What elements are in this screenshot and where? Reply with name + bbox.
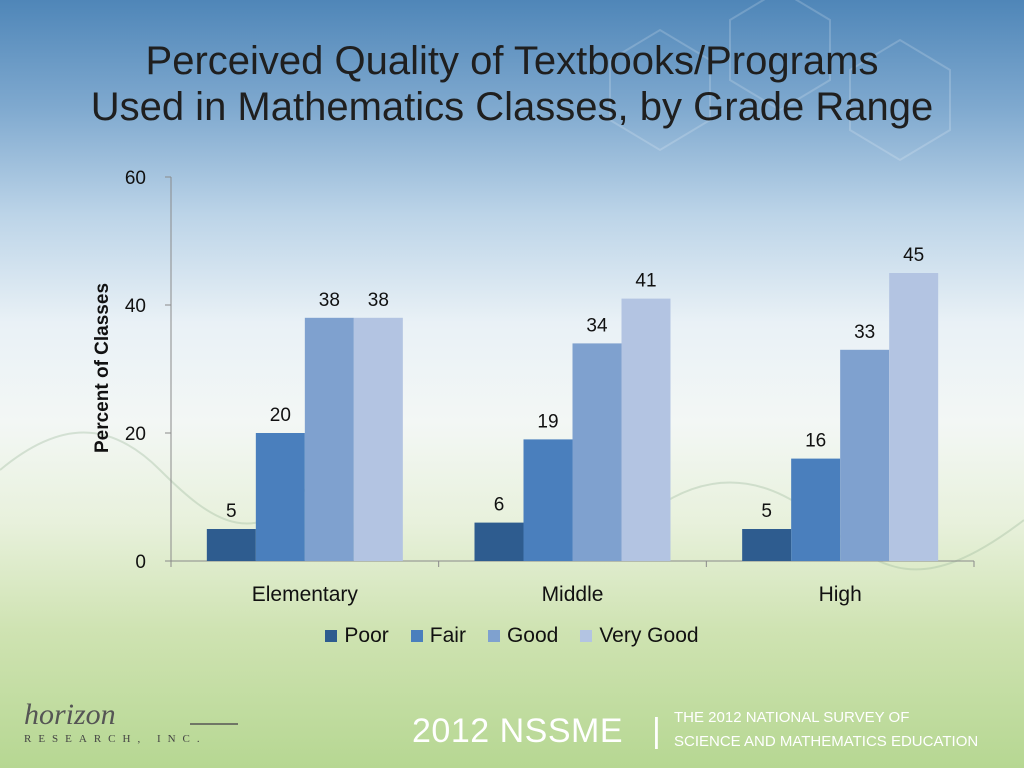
horizon-logo: horizon <box>24 700 238 731</box>
legend-item: Good <box>487 624 559 648</box>
bar <box>474 522 524 561</box>
footer-separator: | <box>652 712 661 750</box>
data-label: 41 <box>635 271 656 292</box>
legend-item: Poor <box>325 624 389 648</box>
x-tick-label: Middle <box>542 583 604 606</box>
legend-label: Very Good <box>599 624 699 647</box>
legend-swatch <box>410 630 423 642</box>
footer-line-2: SCIENCE AND MATHEMATICS EDUCATION <box>674 733 979 750</box>
legend-swatch <box>487 630 500 642</box>
bar <box>255 433 305 561</box>
data-label: 20 <box>270 405 291 426</box>
logo-subtitle: RESEARCH, INC. <box>24 733 207 745</box>
data-label: 45 <box>903 245 924 266</box>
bar <box>572 343 622 561</box>
bar <box>523 439 573 561</box>
bar <box>353 317 403 561</box>
footer-line-1: THE 2012 NATIONAL SURVEY OF <box>674 709 910 726</box>
x-tick-label: High <box>819 583 862 606</box>
y-tick-label: 60 <box>125 168 146 189</box>
y-tick-label: 40 <box>125 296 146 317</box>
bar <box>621 298 671 561</box>
footer-survey-name: THE 2012 NATIONAL SURVEY OF SCIENCE AND … <box>674 706 978 754</box>
data-label: 38 <box>319 290 340 311</box>
data-label: 5 <box>761 501 772 522</box>
data-label: 16 <box>805 431 826 452</box>
data-label: 19 <box>537 411 558 432</box>
legend-label: Good <box>506 624 559 647</box>
data-label: 5 <box>226 501 237 522</box>
y-tick-label: 0 <box>135 552 146 573</box>
legend-item: Fair <box>410 624 466 648</box>
data-label: 33 <box>854 322 875 343</box>
logo-script: horizon <box>24 700 116 731</box>
chart-title: Perceived Quality of Textbooks/Programs … <box>0 38 1024 130</box>
bar <box>840 349 890 561</box>
legend-swatch <box>325 630 338 642</box>
title-line-2: Used in Mathematics Classes, by Grade Ra… <box>90 85 934 129</box>
data-label: 6 <box>494 495 505 516</box>
bar <box>791 458 841 561</box>
chart-legend: Poor Fair Good Very Good <box>0 624 1024 648</box>
legend-item: Very Good <box>580 624 699 648</box>
bar <box>304 317 354 561</box>
bar <box>742 529 792 561</box>
bar <box>206 529 256 561</box>
bar <box>889 273 939 561</box>
data-label: 38 <box>368 290 389 311</box>
x-tick-label: Elementary <box>252 583 359 606</box>
legend-label: Fair <box>429 624 466 647</box>
footer-brand: 2012 NSSME <box>412 712 623 750</box>
legend-label: Poor <box>344 624 389 647</box>
title-line-1: Perceived Quality of Textbooks/Programs <box>145 39 879 83</box>
y-tick-label: 20 <box>125 424 146 445</box>
data-label: 34 <box>586 315 608 336</box>
legend-swatch <box>580 630 593 642</box>
